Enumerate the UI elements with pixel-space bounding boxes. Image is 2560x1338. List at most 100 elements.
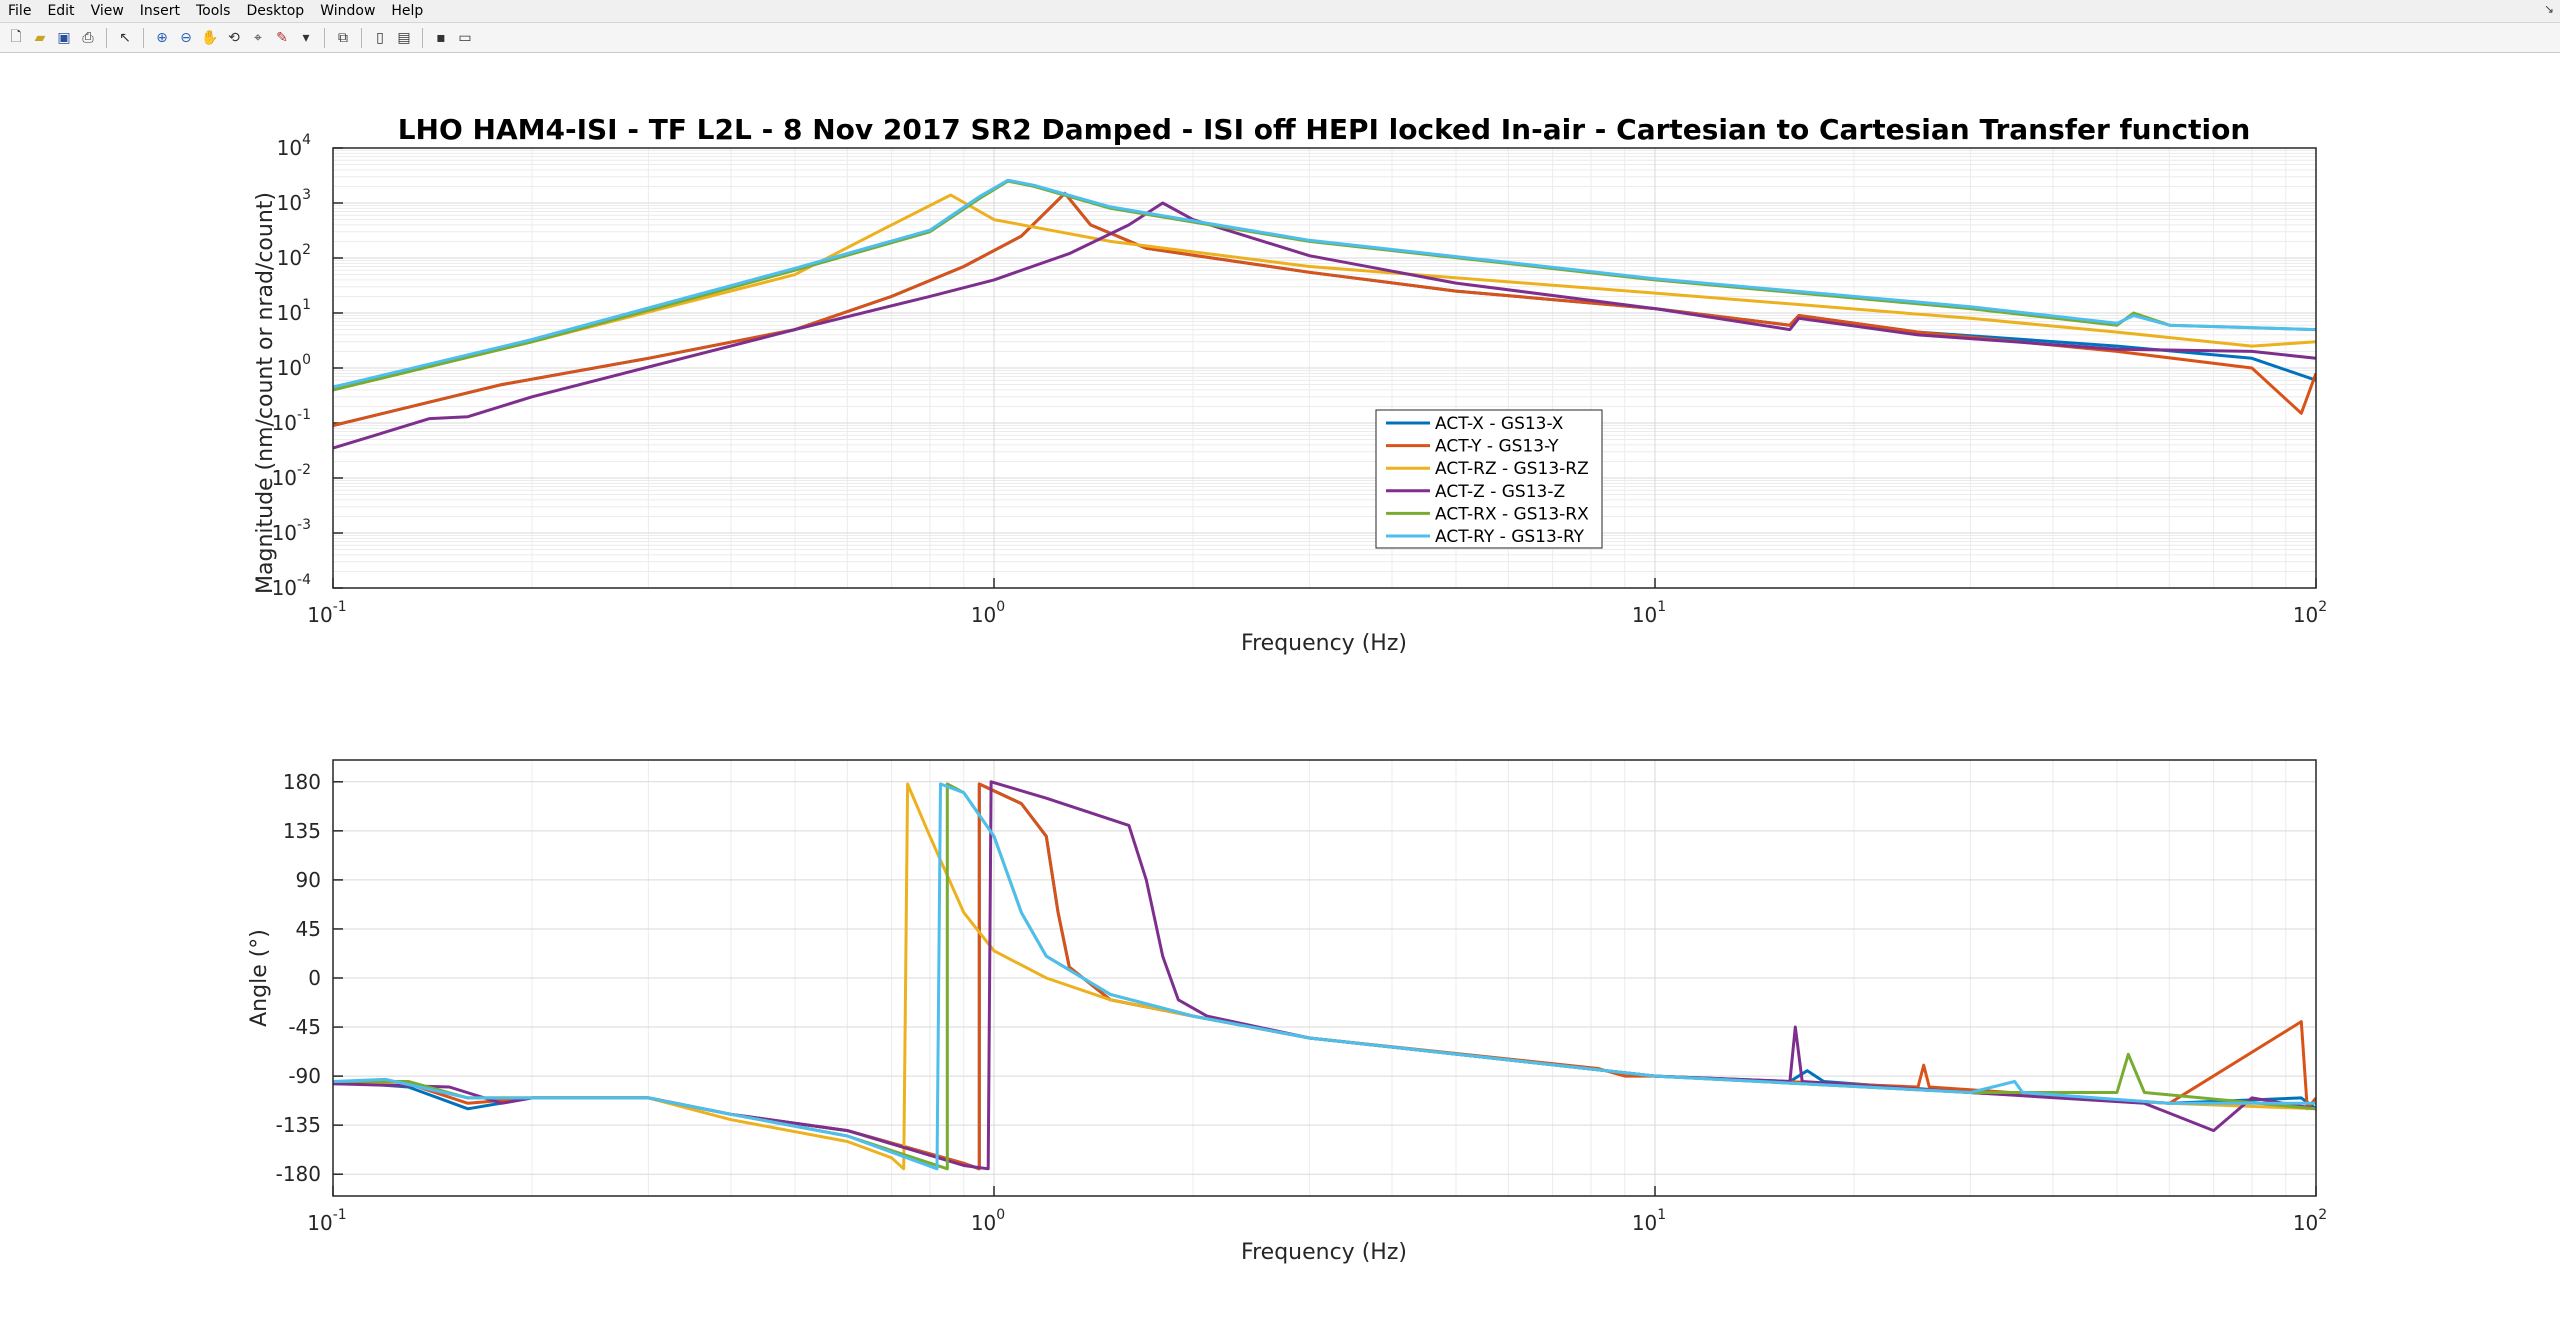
series-line-3 [333,193,2316,392]
select-arrow-icon[interactable]: ↖ [119,29,131,46]
series-line-6 [333,178,2316,389]
open-file-icon[interactable]: ▰ [34,29,46,46]
dock-plot-tools-icon[interactable]: ▭ [458,29,472,46]
series-line-4 [333,201,2316,450]
y-tick-exponent: -1 [297,407,311,423]
legend-entry-label: ACT-Y - GS13-Y [1435,437,1559,457]
x-tick-exponent: 2 [2318,1207,2327,1223]
y-tick-label: 135 [283,819,321,843]
y-tick-label: 45 [296,917,321,941]
series-line-1 [333,191,2316,427]
axes-box [332,759,2317,1197]
series-line-2 [333,191,2316,427]
legend-entry-label: ACT-RZ - GS13-RZ [1435,459,1589,479]
y-tick-exponent: 0 [302,352,311,368]
legend-entry-label: ACT-RY - GS13-RY [1435,527,1585,547]
x-tick-exponent: 1 [1657,599,1666,615]
figure-canvas: LHO HAM4-ISI - TF L2L - 8 Nov 2017 SR2 D… [247,113,2328,1265]
x-tick-label: 101 [1632,599,1666,627]
x-tick-exponent: 2 [2318,599,2327,615]
series-line-1 [333,782,2316,1171]
toolbar-separator [422,27,423,48]
y-tick-label: 101 [277,297,311,325]
y-tick-label: -90 [288,1064,321,1088]
toolbar-separator [361,27,362,48]
toolbar-separator [106,27,107,48]
menu-tools[interactable]: Tools [195,3,231,19]
series-line-6 [333,782,2316,1171]
y-tick-label: 100 [277,352,311,380]
figure-toolbar: 🗋 ▰ ▣ ⎙ ↖ ⊕ ⊖ ✋ ⟲ ⌖ ✎ ▾ ⧉ ▯ ▤ ▪ ▭ [0,23,2560,53]
link-plot-icon[interactable]: ▾ [302,29,310,46]
magnitude-axes: 10-1 100 101 102 1 0 -4 1 0 -3 10-2 10-1 100 101 102 10… [272,132,2328,627]
x-tick-exponent: 1 [1657,1207,1666,1223]
menu-insert[interactable]: Insert [139,3,180,19]
axes-box [332,147,2317,589]
dock-arrow-icon[interactable]: ↘ [2543,2,2554,16]
menu-desktop[interactable]: Desktop [246,3,305,19]
series-line-4 [333,780,2316,1171]
series-group [333,780,2316,1171]
rotate-3d-icon[interactable]: ⟲ [228,29,240,46]
series-line-5 [333,782,2316,1171]
x-tick-exponent: -1 [333,1207,347,1223]
legend-entry-label: ACT-Z - GS13-Z [1435,482,1565,502]
menu-bar: File Edit View Insert Tools Desktop Wind… [0,0,2560,23]
x-tick-label: 10-1 [307,599,346,627]
hide-plot-tools-icon[interactable]: ▤ [397,29,411,46]
legend-icon[interactable]: ▯ [376,29,384,46]
brush-icon[interactable]: ✎ [276,29,288,46]
show-plot-tools-icon[interactable]: ▪ [436,29,446,46]
legend-entry-label: ACT-X - GS13-X [1435,414,1564,434]
zoom-out-icon[interactable]: ⊖ [180,29,192,46]
y-tick-label: 103 [277,187,311,215]
legend-box [1375,409,1603,549]
magnitude-xlabel: Frequency (Hz) [1241,631,1407,656]
series-line-2 [333,782,2316,1171]
chart-title: LHO HAM4-ISI - TF L2L - 8 Nov 2017 SR2 D… [398,113,2251,146]
x-tick-label: 100 [971,599,1005,627]
y-tick-label: 180 [283,770,321,794]
phase-ylabel: Angle (°) [247,929,272,1027]
y-tick-label: 102 [277,242,311,270]
save-icon[interactable]: ▣ [57,29,71,46]
menu-edit[interactable]: Edit [47,3,75,19]
new-figure-icon[interactable]: 🗋 [10,28,22,45]
y-tick-exponent: 4 [302,132,311,148]
zoom-in-icon[interactable]: ⊕ [156,29,168,46]
menu-file[interactable]: File [8,3,32,19]
phase-xlabel: Frequency (Hz) [1241,1240,1407,1265]
y-tick-label: -135 [276,1113,321,1137]
magnitude-ylabel: Magnitude (nm/count or nrad/count) [253,192,278,594]
y-tick-label: 10-2 [272,462,311,490]
y-tick-label: 0 [308,966,321,990]
data-cursor-icon[interactable]: ⌖ [254,29,262,46]
series-line-3 [333,782,2316,1171]
x-tick-label: 10-1 [307,1207,346,1235]
y-tick-exponent: 2 [302,242,311,258]
y-tick-label: -180 [276,1162,321,1186]
y-tick-exponent: -4 [297,572,311,588]
series-line-5 [333,179,2316,392]
pan-hand-icon[interactable]: ✋ [201,29,219,46]
legend-entry-label: ACT-RX - GS13-RX [1435,504,1589,524]
menu-help[interactable]: Help [391,3,424,19]
print-icon[interactable]: ⎙ [82,29,94,46]
x-tick-exponent: -1 [333,599,347,615]
x-tick-label: 102 [2293,1207,2327,1235]
series-group [333,178,2316,450]
colorbar-icon[interactable]: ⧉ [338,29,348,46]
x-tick-label: 100 [971,1207,1005,1235]
menu-window[interactable]: Window [320,3,376,19]
y-tick-exponent: -2 [297,462,311,478]
toolbar-separator [324,27,325,48]
y-tick-exponent: 3 [302,187,311,203]
y-tick-label: 90 [296,868,321,892]
x-tick-label: 102 [2293,599,2327,627]
y-tick-label: 104 [277,132,311,160]
menu-view[interactable]: View [90,3,124,19]
y-tick-label: -45 [288,1015,321,1039]
y-tick-exponent: -3 [297,517,311,533]
